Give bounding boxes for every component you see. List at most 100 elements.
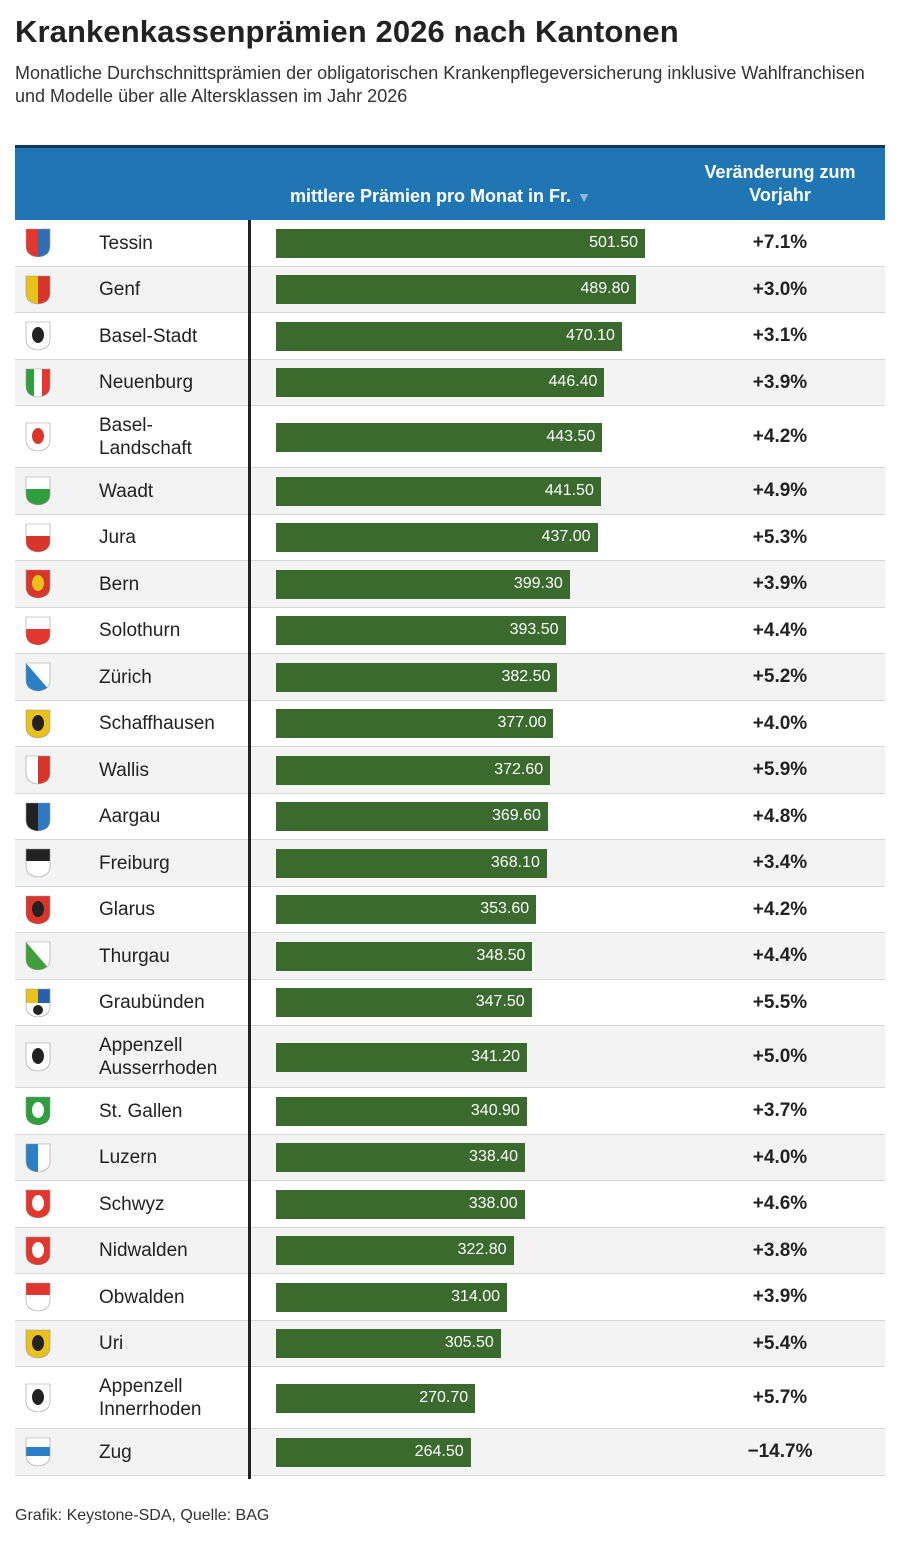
chart-title: Krankenkassenprämien 2026 nach Kantonen — [15, 14, 679, 49]
change-value: −14.7% — [747, 1441, 813, 1463]
table-row: Tessin 501.50 +7.1% — [15, 220, 885, 267]
canton-name-line: Schwyz — [99, 1193, 165, 1215]
premium-bar: 353.60 — [276, 895, 537, 925]
bern-flag-icon — [25, 569, 51, 599]
canton-name: Schwyz — [99, 1193, 164, 1216]
graubuenden-flag-icon — [25, 988, 51, 1018]
canton-name: Waadt — [99, 480, 153, 503]
premium-table: mittlere Prämien pro Monat in Fr. ▼ Verän… — [15, 145, 885, 1479]
tessin-flag-icon — [25, 228, 51, 258]
change-value: +5.0% — [752, 1046, 808, 1067]
solothurn-flag-icon — [25, 616, 51, 646]
canton-name: Basel- Landschaft — [99, 414, 192, 460]
premium-value-label: 446.40 — [548, 373, 598, 391]
canton-name: Luzern — [99, 1146, 157, 1169]
uri-flag-icon — [25, 1329, 51, 1359]
canton-name-line: Freiburg — [99, 852, 170, 874]
canton-name-line: Innerrhoden — [99, 1399, 202, 1420]
premium-bar: 347.50 — [276, 988, 532, 1018]
canton-name: Graubünden — [99, 991, 205, 1014]
canton-name-line: Uri — [99, 1333, 124, 1355]
genf-flag-icon — [25, 275, 51, 305]
canton-name: Zürich — [99, 666, 152, 689]
premium-value-label: 305.50 — [444, 1334, 494, 1352]
premium-column-header[interactable]: mittlere Prämien pro Monat in Fr. ▼ — [290, 186, 591, 207]
premium-value-label: 270.70 — [419, 1388, 469, 1406]
canton-name-line: Appenzell — [99, 1035, 183, 1056]
premium-bar: 270.70 — [276, 1383, 476, 1413]
basel-landschaft-flag-icon — [25, 422, 51, 452]
premium-value-label: 399.30 — [513, 574, 563, 592]
canton-name: Uri — [99, 1332, 123, 1355]
change-value: +4.0% — [752, 1146, 808, 1168]
canton-name-line: Appenzell — [99, 1376, 183, 1397]
glarus-flag-icon — [25, 895, 51, 925]
table-row: Basel-Stadt 470.10 +3.1% — [15, 313, 885, 360]
table-row: Waadt 441.50 +4.9% — [15, 468, 885, 515]
canton-name-line: Bern — [99, 573, 140, 595]
premium-value-label: 369.60 — [492, 807, 541, 825]
change-value: +5.7% — [752, 1387, 808, 1408]
column-divider — [248, 220, 251, 1479]
canton-name: Zug — [99, 1441, 132, 1464]
premium-bar: 348.50 — [276, 941, 533, 971]
change-value: +5.4% — [752, 1332, 808, 1354]
premium-value-label: 372.60 — [494, 760, 544, 778]
premium-value-label: 393.50 — [509, 621, 559, 639]
table-row: Jura 437.00 +5.3% — [15, 515, 885, 561]
table-row: Bern 399.30 +3.9% — [15, 561, 885, 608]
canton-name-line: Solothurn — [99, 620, 181, 642]
premium-bar: 437.00 — [276, 523, 598, 553]
premium-bar: 322.80 — [276, 1236, 514, 1266]
change-value: +3.8% — [752, 1239, 808, 1261]
canton-name: Nidwalden — [99, 1239, 188, 1262]
canton-name-line: Zürich — [99, 666, 152, 688]
premium-bar: 377.00 — [276, 709, 554, 739]
change-value: +3.9% — [752, 1286, 808, 1308]
change-value: +4.9% — [752, 480, 808, 502]
change-value: +3.0% — [752, 278, 808, 300]
canton-name: Thurgau — [99, 945, 170, 968]
premium-value-label: 489.80 — [580, 280, 630, 298]
change-value: +3.9% — [752, 371, 808, 393]
canton-name: Glarus — [99, 898, 155, 921]
canton-name: Appenzell Ausserrhoden — [99, 1034, 217, 1080]
table-row: Nidwalden 322.80 +3.8% — [15, 1227, 885, 1274]
wallis-flag-icon — [25, 755, 51, 785]
premium-column-label: mittlere Prämien pro Monat in Fr. — [290, 186, 572, 206]
canton-name-line: Luzern — [99, 1147, 158, 1169]
canton-name: Bern — [99, 573, 139, 596]
change-value: +4.6% — [752, 1193, 808, 1215]
premium-bar: 314.00 — [276, 1282, 508, 1312]
canton-name-line: Basel-Stadt — [99, 325, 198, 347]
premium-bar: 338.40 — [276, 1143, 525, 1173]
change-value: +4.0% — [752, 712, 808, 734]
change-value: +4.4% — [752, 619, 808, 641]
premium-bar: 264.50 — [276, 1437, 471, 1467]
table-row: Uri 305.50 +5.4% — [15, 1320, 885, 1367]
neuenburg-flag-icon — [25, 368, 51, 398]
premium-bar: 369.60 — [276, 802, 548, 832]
premium-bar: 399.30 — [276, 569, 570, 599]
canton-name: Appenzell Innerrhoden — [99, 1375, 201, 1421]
sort-descending-icon[interactable]: ▼ — [577, 189, 591, 205]
nidwalden-flag-icon — [25, 1236, 51, 1266]
premium-bar: 443.50 — [276, 422, 603, 452]
change-value: +3.1% — [752, 325, 808, 347]
luzern-flag-icon — [25, 1143, 51, 1173]
freiburg-flag-icon — [25, 848, 51, 878]
premium-value-label: 501.50 — [589, 233, 638, 251]
table-row: Neuenburg 446.40 +3.9% — [15, 359, 885, 406]
premium-bar: 305.50 — [276, 1329, 501, 1359]
table-row: Genf 489.80 +3.0% — [15, 266, 885, 313]
canton-name: Genf — [99, 278, 140, 301]
table-row: Zürich 382.50 +5.2% — [15, 654, 885, 701]
table-row: Basel- Landschaft 443.50 +4.2% — [15, 406, 885, 468]
premium-value-label: 353.60 — [480, 900, 530, 918]
jura-flag-icon — [25, 523, 51, 553]
canton-name-line: Wallis — [99, 759, 149, 781]
canton-name: Schaffhausen — [99, 712, 215, 735]
table-row: Wallis 372.60 +5.9% — [15, 747, 885, 794]
canton-name-line: Glarus — [99, 899, 155, 921]
change-value: +5.9% — [752, 759, 808, 781]
